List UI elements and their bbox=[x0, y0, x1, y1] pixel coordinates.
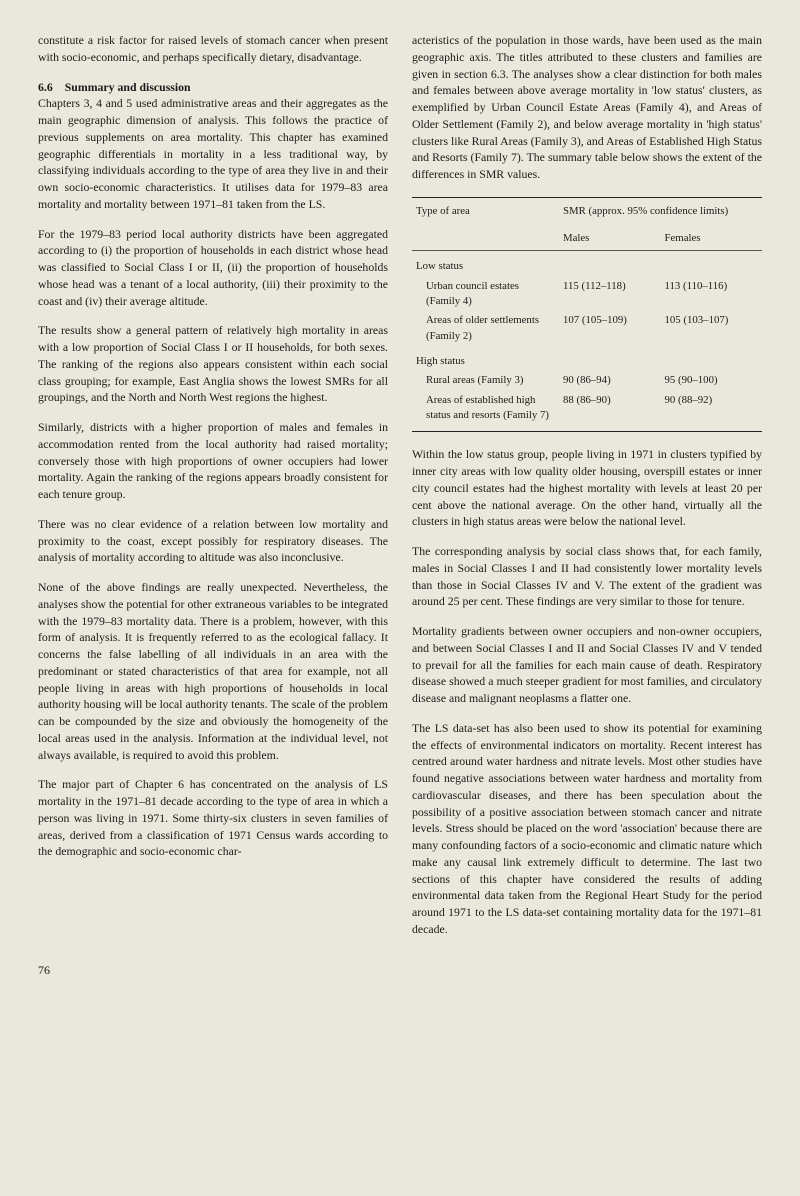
table-cell: 90 (86–94) bbox=[559, 371, 661, 390]
section-heading: 6.6 Summary and discussion bbox=[38, 79, 388, 96]
table-row-label: Urban council estates (Family 4) bbox=[412, 277, 559, 312]
table-row-label: Rural areas (Family 3) bbox=[412, 371, 559, 390]
table-row-label: Areas of established high status and res… bbox=[412, 391, 559, 432]
paragraph: There was no clear evidence of a relatio… bbox=[38, 516, 388, 566]
page-number: 76 bbox=[38, 962, 762, 979]
right-column: acteristics of the population in those w… bbox=[412, 32, 762, 938]
table-cell: 107 (105–109) bbox=[559, 311, 661, 346]
paragraph: Within the low status group, people livi… bbox=[412, 446, 762, 530]
table-row-label: Areas of older settlements (Family 2) bbox=[412, 311, 559, 346]
table-header-smr: SMR (approx. 95% confidence limits) bbox=[559, 198, 762, 225]
paragraph: Mortality gradients between owner occupi… bbox=[412, 623, 762, 707]
table-cell: 115 (112–118) bbox=[559, 277, 661, 312]
table-header-females: Females bbox=[661, 225, 763, 251]
paragraph: Similarly, districts with a higher propo… bbox=[38, 419, 388, 503]
paragraph: None of the above findings are really un… bbox=[38, 579, 388, 763]
heading-number: 6.6 bbox=[38, 79, 53, 96]
paragraph: The results show a general pattern of re… bbox=[38, 322, 388, 406]
paragraph: The major part of Chapter 6 has concentr… bbox=[38, 776, 388, 860]
smr-table: Type of area SMR (approx. 95% confidence… bbox=[412, 197, 762, 433]
left-column: constitute a risk factor for raised leve… bbox=[38, 32, 388, 938]
table-header-males: Males bbox=[559, 225, 661, 251]
paragraph: Chapters 3, 4 and 5 used administrative … bbox=[38, 95, 388, 212]
paragraph: For the 1979–83 period local authority d… bbox=[38, 226, 388, 310]
table-cell: 113 (110–116) bbox=[661, 277, 763, 312]
paragraph: The corresponding analysis by social cla… bbox=[412, 543, 762, 610]
heading-title: Summary and discussion bbox=[65, 80, 191, 94]
paragraph: acteristics of the population in those w… bbox=[412, 32, 762, 183]
table-cell: 95 (90–100) bbox=[661, 371, 763, 390]
table-cell: 90 (88–92) bbox=[661, 391, 763, 432]
paragraph: constitute a risk factor for raised leve… bbox=[38, 32, 388, 66]
table-cell: 105 (103–107) bbox=[661, 311, 763, 346]
table-section: Low status bbox=[412, 251, 559, 277]
table-cell: 88 (86–90) bbox=[559, 391, 661, 432]
paragraph: The LS data-set has also been used to sh… bbox=[412, 720, 762, 938]
table-header-type: Type of area bbox=[412, 198, 559, 251]
table-section: High status bbox=[412, 346, 559, 371]
